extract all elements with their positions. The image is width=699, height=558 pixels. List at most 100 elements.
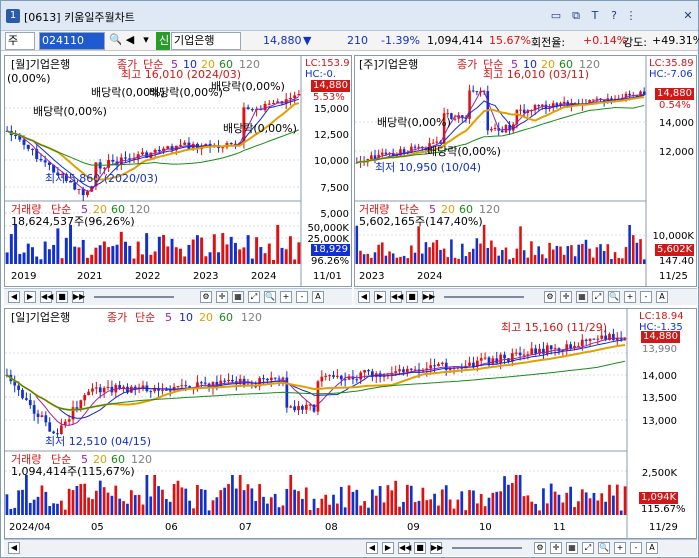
volume-bar [610,259,613,264]
candle-body [122,386,125,389]
scroll-left-button-2[interactable]: ◀ [366,542,378,554]
scroll-left-button[interactable]: ◀ [358,291,370,303]
daily-legend-close: 종가 [107,311,128,324]
stop-button[interactable]: ■ [414,542,426,554]
candle-body [624,93,628,98]
change-value: 210 [347,34,368,47]
grid-icon[interactable]: ▦ [576,291,588,303]
minimize-icon[interactable]: ▭ [550,9,562,22]
fit-icon[interactable]: ⤢ [592,291,604,303]
chart-type-select[interactable]: 주 [5,32,35,50]
candle-body [538,348,541,354]
scroll-end-button[interactable]: ▶▶ [430,542,444,554]
scroll-end-button[interactable]: ▶▶ [422,291,436,303]
candle-body [604,335,607,341]
turnover-percent: 15.67% [489,34,531,47]
candle-body [514,352,518,354]
monthly-chart-canvas[interactable] [5,56,351,286]
zoom-in-button[interactable]: + [624,291,636,303]
volume-bar [390,490,394,515]
volume-bar [624,247,628,264]
fit-icon[interactable]: ⤢ [582,542,594,554]
auto-scale-button[interactable]: A [646,542,658,554]
scroll-right-button[interactable]: ▶ [24,291,36,303]
volume-bar [440,489,444,515]
monthly-legend-ma5: 5 [171,58,178,71]
magnify-icon[interactable]: 🔍 [608,291,620,303]
volume-bar [60,500,63,515]
zoom-out-button[interactable]: - [296,291,308,303]
monthly-dividend-label-1: 배당락(0,00%) [33,105,107,118]
zoom-slider[interactable] [444,296,524,298]
volume-bar [293,259,297,264]
volume-bar [297,242,301,264]
stock-code-input[interactable]: 024110 [39,32,105,50]
volume-bar [28,502,32,515]
scroll-start-button[interactable]: ◀◀ [390,291,404,303]
search-icon[interactable]: 🔍 [109,33,121,46]
auto-scale-button[interactable]: A [656,291,668,303]
scroll-right-button[interactable]: ▶ [382,542,394,554]
candle-body [128,158,132,160]
scroll-left-button[interactable]: ◀ [8,291,20,303]
daily-chart-canvas[interactable] [5,309,696,538]
volume-bar [71,490,75,515]
volume-bar [81,239,85,264]
monthly-price-pct: 5.53% [313,92,345,103]
zoom-slider[interactable] [452,547,522,549]
stop-button[interactable]: ■ [406,291,418,303]
restore-icon[interactable]: ⧉ [572,9,580,22]
dropdown-icon[interactable]: ▾ [143,33,149,46]
scroll-start-button[interactable]: ◀◀ [40,291,54,303]
close-icon[interactable]: ✕ [683,9,693,22]
candle-body [468,90,471,119]
help-icon[interactable]: ? [611,9,617,22]
magnify-icon[interactable]: 🔍 [264,291,276,303]
stop-button[interactable]: ■ [56,291,68,303]
settings-gear-icon[interactable]: ⚙ [534,542,546,554]
daily-xtick-06: 06 [165,522,178,533]
candle-body [588,99,591,104]
auto-scale-button[interactable]: A [312,291,324,303]
volume-bar [196,485,199,515]
monthly-hc-label: HC:-0. [305,69,337,80]
daily-vol-box: 1,094K [639,492,679,504]
candle-body [402,149,406,153]
crosshair-icon[interactable]: ✛ [550,542,562,554]
pin-icon[interactable]: T [591,9,599,22]
weekly-chart-canvas[interactable] [355,56,696,286]
volume-bar [363,501,366,515]
scroll-left-button[interactable]: ◀ [8,542,20,554]
candle-body [409,368,413,370]
scroll-start-button[interactable]: ◀◀ [398,542,412,554]
scroll-end-button[interactable]: ▶▶ [72,291,86,303]
zoom-out-button[interactable]: - [640,291,652,303]
menu-icon[interactable]: ⋮ [625,9,637,22]
zoom-slider[interactable] [94,296,174,298]
candle-body [324,375,328,377]
zoom-in-button[interactable]: + [280,291,292,303]
magnify-icon[interactable]: 🔍 [598,542,610,554]
settings-gear-icon[interactable]: ⚙ [200,291,212,303]
zoom-in-button[interactable]: + [614,542,626,554]
candle-body [339,375,343,380]
volume-bar [48,505,52,515]
moving-average-line [6,98,300,189]
grid-icon[interactable]: ▦ [232,291,244,303]
settings-gear-icon[interactable]: ⚙ [544,291,556,303]
volume-bar [304,487,308,515]
candle-body [619,338,623,340]
crosshair-icon[interactable]: ✛ [560,291,572,303]
volume-bar [592,492,596,515]
volume-bar [526,495,530,515]
crosshair-icon[interactable]: ✛ [216,291,228,303]
speaker-icon[interactable]: ◀ [125,33,135,46]
volume-bar [164,498,168,515]
volume-bar [267,243,271,264]
fit-icon[interactable]: ⤢ [248,291,260,303]
volume-bar [73,246,77,264]
daily-legend-ma60: 60 [219,311,233,324]
zoom-out-button[interactable]: - [630,542,642,554]
scroll-right-button[interactable]: ▶ [374,291,386,303]
grid-icon[interactable]: ▦ [566,542,578,554]
